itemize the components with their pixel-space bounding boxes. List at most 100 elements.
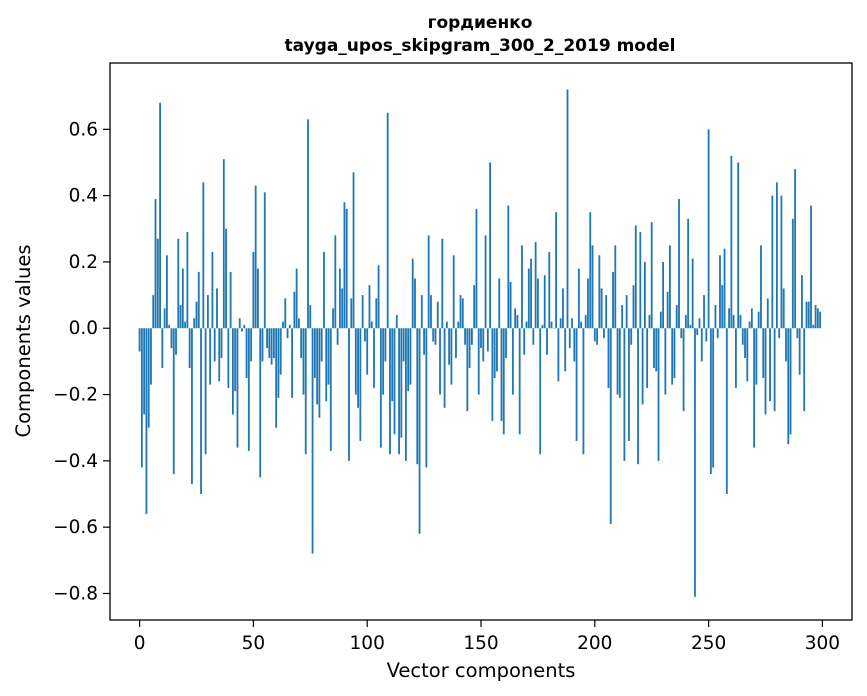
x-axis-label: Vector components [387,659,576,682]
bar [420,295,423,329]
bar [427,235,430,329]
bar [807,301,810,329]
bar [502,328,505,435]
bar [630,328,633,345]
y-tick-label: −0.4 [53,451,98,472]
bar [238,318,241,329]
bar [191,328,193,485]
bar [181,268,184,329]
bar [272,328,275,359]
bar [769,328,771,402]
bar [147,328,150,428]
bar [165,255,168,329]
bar [577,268,580,329]
bar [559,318,562,329]
bar [263,192,266,329]
bar [443,328,446,408]
bar [211,251,214,329]
bar [791,218,794,329]
bar [675,305,678,329]
bar [664,328,667,395]
bar [639,232,642,329]
bar [222,159,225,329]
bar [313,328,316,378]
bar [241,328,243,332]
bar [220,328,223,359]
bar [343,202,346,329]
bar [195,301,198,329]
bar [364,328,366,342]
bar [213,328,216,362]
bar [787,328,790,445]
bar [216,288,218,329]
bar [414,278,416,329]
bar [600,288,603,329]
bar [370,321,373,329]
bar [557,328,560,382]
bar [295,268,298,329]
bar [516,314,519,329]
bar [455,328,457,359]
bar [536,278,539,329]
bar [803,328,806,412]
y-tick-label: 0.4 [69,186,98,207]
y-tick-label: 0.0 [69,318,98,339]
bar [678,198,680,329]
bar [509,281,512,329]
bar [229,271,232,329]
bar [482,328,485,362]
bar [801,275,803,329]
y-axis-label: Components values [12,245,35,438]
bar [719,255,721,329]
bar [270,328,273,365]
bar [379,328,382,448]
plot-frame [109,62,853,621]
bar [266,328,268,349]
bar [564,328,567,372]
bar [354,328,357,395]
bar [325,328,328,402]
bar [762,328,765,378]
bar [507,205,510,329]
bar [571,318,573,329]
bar [628,328,630,441]
bar [548,251,551,329]
bar [491,328,494,422]
bar [666,291,669,329]
bar [789,328,792,435]
bar [302,328,305,395]
bar [659,311,662,329]
bar [805,301,808,329]
bar [464,328,466,345]
bar [527,268,530,329]
bar [780,195,783,329]
bar [218,328,221,382]
bar [532,328,535,345]
bar [368,285,371,329]
bar [168,324,171,329]
bar [236,328,239,448]
bar [156,238,159,329]
bar [320,328,323,362]
bars-group [138,89,822,597]
bar [275,328,278,428]
bar [336,328,339,345]
bar [582,328,585,455]
bar [318,328,321,418]
bar [725,328,728,495]
bar [468,328,471,369]
bar [707,129,710,329]
bar [682,328,685,412]
bar [737,162,740,329]
x-tick-label: 0 [134,633,146,654]
bar [555,212,558,329]
bar [300,328,303,359]
bar [691,258,694,329]
bar [775,182,778,329]
bar [400,328,403,438]
bar [618,328,621,398]
bar [409,328,412,385]
bar [814,305,817,329]
bar [350,298,353,329]
bar [348,328,350,461]
